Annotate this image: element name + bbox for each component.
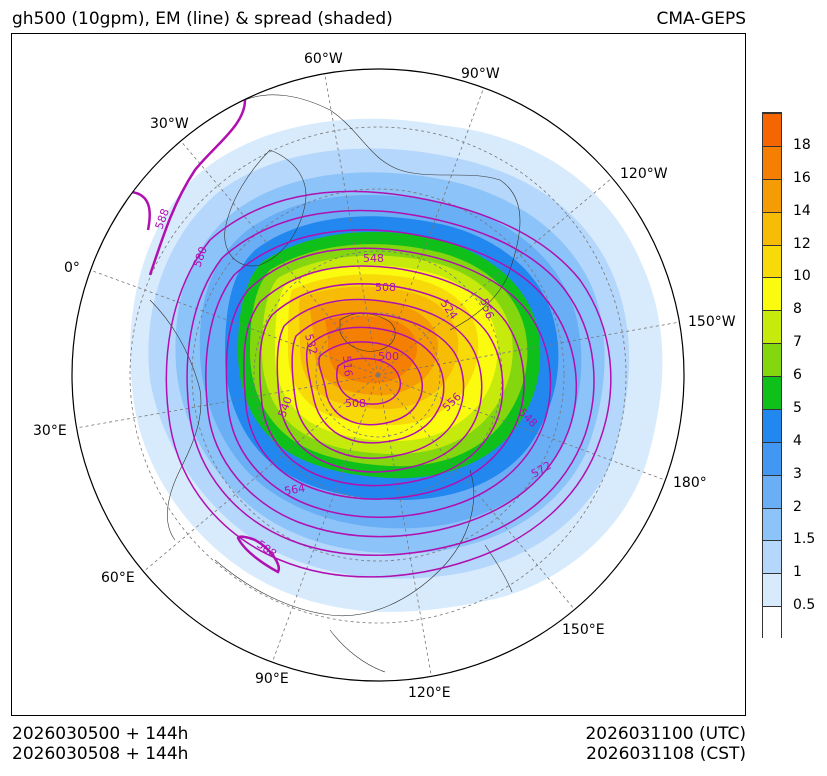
colorbar-segment [763, 178, 781, 212]
coastline-southeast-asia [329, 629, 386, 673]
map-boundary-circle [71, 68, 685, 682]
colorbar-label: 7 [793, 334, 802, 351]
longitude-label: 120°W [620, 166, 668, 182]
longitude-label: 90°E [255, 671, 289, 687]
contour-564 [205, 229, 577, 538]
colorbar-segment [763, 244, 781, 278]
map-frame [11, 33, 746, 716]
contour-516 [305, 326, 445, 444]
init-time-cst: 2026030508 + 144h [12, 744, 189, 764]
spread-band-18 [325, 315, 417, 384]
colorbar-label: 12 [793, 235, 811, 252]
spread-shading [130, 118, 663, 612]
colorbar-segment [763, 507, 781, 541]
colorbar-label: 4 [793, 432, 802, 449]
longitude-label: 0° [64, 260, 80, 276]
colorbar-segment [763, 474, 781, 508]
colorbar-label: 5 [793, 399, 802, 416]
colorbar-segment [763, 606, 781, 639]
colorbar-segment [763, 540, 781, 574]
coastline-greenland [224, 149, 307, 267]
colorbar-label: 2 [793, 498, 802, 515]
contour-label: 516 [340, 355, 355, 377]
colorbar-label: 1.5 [793, 531, 816, 548]
contour-label: 532 [302, 332, 320, 356]
colorbar-segment [763, 113, 781, 146]
plot-title: gh500 (10gpm), EM (line) & spread (shade… [12, 9, 393, 29]
colorbar-segment [763, 573, 781, 607]
init-time-utc: 2026030500 + 144h [12, 724, 189, 744]
latitude-circle-60 [191, 188, 565, 562]
colorbar-label: 6 [793, 367, 802, 383]
colorbar-label: 1 [793, 564, 802, 581]
contour-580 [165, 190, 612, 578]
colorbar-segment [763, 211, 781, 245]
mean-contours [131, 99, 612, 578]
contour-label: 508 [345, 397, 366, 410]
longitude-label: 150°W [688, 314, 736, 330]
longitude-label: 30°W [150, 116, 189, 132]
colorbar-segment [763, 376, 781, 409]
contour-label: 508 [375, 281, 396, 294]
coastlines [149, 94, 521, 673]
contour-label: 548 [363, 252, 384, 265]
contour-556 [225, 247, 552, 518]
longitude-label: 60°W [304, 51, 343, 67]
coastline-europe [149, 299, 202, 541]
longitude-label: 150°E [562, 622, 605, 638]
longitude-label-group: 60°W 90°W 30°W 120°W 0° 150°W 30°E 180° … [33, 51, 736, 701]
contour-label: 500 [378, 350, 399, 363]
colorbar-segment [763, 310, 781, 344]
contour-524 [291, 312, 465, 460]
valid-time-cst: 2026031108 (CST) [586, 744, 746, 764]
colorbar-label: 16 [793, 169, 811, 186]
contour-label: 564 [283, 482, 306, 498]
coastline-japan [484, 544, 513, 593]
longitude-label: 180° [673, 475, 707, 491]
polar-map: 588 580 548 508 524 556 532 516 500 540 … [33, 51, 736, 701]
latitude-circle-80 [315, 312, 441, 438]
init-time-block: 2026030500 + 144h 2026030508 + 144h [12, 724, 188, 764]
coastline-asia [214, 469, 475, 617]
colorbar-label: 3 [793, 465, 802, 482]
contour-500 [336, 357, 402, 405]
model-name: CMA-GEPS [656, 9, 746, 29]
longitude-label: 60°E [101, 570, 135, 586]
meridian-120e [377, 374, 433, 681]
colorbar-segment [763, 145, 781, 179]
coastline-north-america [244, 94, 521, 331]
contour-572 [186, 209, 595, 556]
longitude-label: 90°W [461, 66, 500, 82]
colorbar-segment [763, 408, 781, 442]
colorbar-segment [763, 277, 781, 311]
meridian-180 [377, 374, 666, 481]
contour-532 [276, 298, 483, 473]
longitude-label: 30°E [33, 423, 67, 439]
colorbar [762, 112, 782, 639]
contour-508 [318, 341, 423, 426]
colorbar-label: 14 [793, 202, 811, 219]
longitude-label: 120°E [408, 685, 451, 701]
contour-588-west [148, 99, 247, 276]
latitude-circle-50 [129, 126, 627, 624]
contour-588-asia [236, 535, 281, 574]
colorbar-label: 0.5 [793, 597, 816, 614]
colorbar-label: 18 [793, 136, 811, 153]
colorbar-segment [763, 441, 781, 475]
colorbar-label: 10 [793, 268, 811, 285]
contour-588-west-b [131, 190, 151, 231]
valid-time-utc: 2026031100 (UTC) [585, 724, 746, 744]
contour-548 [243, 265, 525, 500]
valid-time-block: 2026031100 (UTC) 2026031108 (CST) [585, 724, 746, 764]
colorbar-label: 8 [793, 301, 802, 318]
contour-540 [259, 283, 504, 487]
meridian-60w-120e [323, 69, 379, 376]
colorbar-segment [763, 343, 781, 376]
